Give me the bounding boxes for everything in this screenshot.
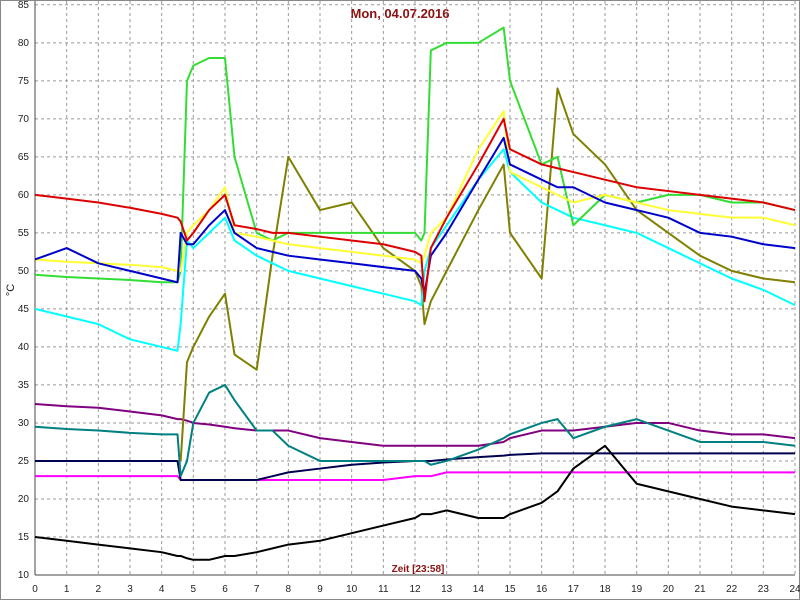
series-line	[34, 117, 796, 303]
x-tick-label: 17	[568, 584, 580, 595]
y-tick-label: 25	[18, 456, 30, 467]
series-line	[34, 136, 796, 295]
y-tick-label: 50	[18, 266, 30, 277]
series-line	[34, 383, 796, 478]
x-tick-label: 0	[32, 584, 38, 595]
x-tick-label: 5	[191, 584, 197, 595]
series-line	[34, 444, 796, 561]
x-tick-label: 6	[222, 584, 228, 595]
y-tick-label: 80	[18, 38, 30, 49]
x-tick-label: 19	[631, 584, 643, 595]
y-tick-label: 20	[18, 494, 30, 505]
y-tick-label: 60	[18, 190, 30, 201]
x-tick-label: 7	[254, 584, 260, 595]
x-tick-label: 13	[441, 584, 453, 595]
series-line	[34, 148, 796, 352]
y-axis-label: °C	[5, 284, 17, 296]
y-tick-label: 40	[18, 342, 30, 353]
x-tick-label: 10	[346, 584, 358, 595]
x-tick-label: 8	[286, 584, 292, 595]
y-tick-label: 75	[18, 76, 30, 87]
y-tick-label: 45	[18, 304, 30, 315]
y-tick-label: 15	[18, 532, 30, 543]
x-tick-label: 14	[473, 584, 485, 595]
x-tick-label: 9	[317, 584, 323, 595]
chart-title: Mon, 04.07.2016	[351, 6, 450, 21]
y-tick-label: 85	[18, 0, 30, 11]
x-tick-label: 23	[758, 584, 770, 595]
y-tick-label: 10	[18, 570, 30, 581]
y-tick-label: 55	[18, 228, 30, 239]
y-tick-label: 65	[18, 152, 30, 163]
series-line	[179, 87, 796, 462]
x-tick-label: 2	[96, 584, 102, 595]
x-tick-label: 18	[599, 584, 611, 595]
x-tick-label: 15	[504, 584, 516, 595]
x-tick-label: 3	[127, 584, 133, 595]
series-line	[34, 110, 796, 272]
y-tick-label: 35	[18, 380, 30, 391]
y-tick-label: 30	[18, 418, 30, 429]
x-tick-label: 16	[536, 584, 548, 595]
x-tick-label: 21	[694, 584, 706, 595]
y-tick-label: 70	[18, 114, 30, 125]
x-tick-label: 24	[789, 584, 800, 595]
x-tick-label: 11	[378, 584, 389, 595]
x-tick-label: 20	[663, 584, 675, 595]
x-tick-label: 22	[726, 584, 738, 595]
x-tick-label: 4	[159, 584, 165, 595]
x-axis-label: Zeit [23:58]	[392, 564, 445, 575]
x-tick-label: 1	[64, 584, 70, 595]
x-tick-label: 12	[409, 584, 421, 595]
